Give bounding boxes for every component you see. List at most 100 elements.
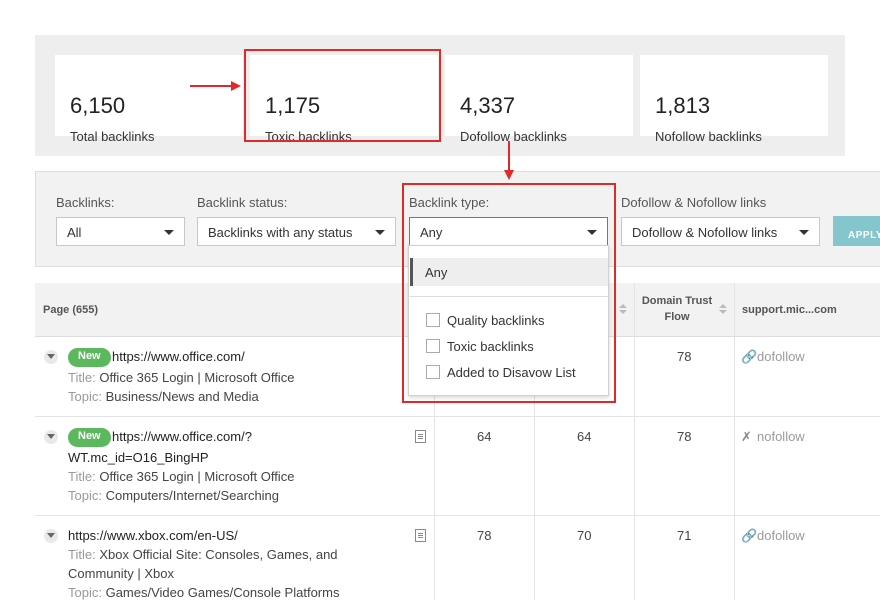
backlinks-select-value: All [67,225,82,240]
link-type: 🔗dofollow [741,349,805,365]
domain-trust-flow-value: 78 [677,349,692,364]
follow-filter-label: Dofollow & Nofollow links [621,195,767,210]
page-title-line: Title: Office 365 Login | Microsoft Offi… [68,370,294,385]
stat-label: Total backlinks [70,129,155,144]
stat-label: Nofollow backlinks [655,129,762,144]
page-title-line: Title: Xbox Official Site: Consoles, Gam… [68,547,338,562]
page-column-header[interactable]: Page (655) [43,304,99,316]
backlinks-filter-label: Backlinks: [56,195,115,210]
option-label: Added to Disavow List [447,365,576,380]
metric-value: 78 [477,528,492,543]
annotation-arrow [190,85,232,87]
page-title-line-continued: Community | Xbox [68,566,174,581]
column-divider [734,283,735,600]
site-column-header[interactable]: support.mic...com [742,304,837,316]
status-select-value: Backlinks with any status [208,225,353,240]
chevron-down-icon [799,230,809,235]
document-icon[interactable] [415,529,426,542]
sort-up-icon[interactable] [619,304,627,308]
topic-line: Topic: Games/Video Games/Console Platfor… [68,585,339,600]
table-row[interactable]: https://www.xbox.com/en-US/ Title: Xbox … [35,516,880,600]
topic-value: Computers/Internet/Searching [105,488,280,503]
page-title-value: Office 365 Login | Microsoft Office [99,370,295,385]
trust-flow-header[interactable]: Domain Trust [641,295,713,307]
apply-button[interactable]: APPLY [833,216,880,246]
chevron-down-icon [164,230,174,235]
backlink-url[interactable]: https://www.xbox.com/en-US/ [68,528,238,543]
link-icon: 🔗 [741,528,758,543]
backlink-url[interactable]: https://www.office.com/? [112,429,252,444]
metric-value: 64 [577,429,592,444]
follow-select[interactable]: Dofollow & Nofollow links [621,217,820,246]
metric-value: 70 [577,528,592,543]
link-type: ✗ nofollow [741,429,805,445]
topic-key: Topic: [68,488,102,503]
table-row[interactable]: New https://www.office.com/? WT.mc_id=O1… [35,417,880,516]
stat-toxic-backlinks[interactable]: 1,175 Toxic backlinks [250,55,438,144]
topic-line: Topic: Computers/Internet/Searching [68,488,279,503]
option-label: Quality backlinks [447,313,545,328]
dropdown-divider [410,296,608,297]
type-filter-label: Backlink type: [409,195,490,210]
sort-up-icon[interactable] [719,304,727,308]
arrow-down-icon [504,170,514,180]
follow-select-value: Dofollow & Nofollow links [632,225,778,240]
expand-row-icon[interactable] [44,430,58,444]
backlink-url-continued[interactable]: WT.mc_id=O16_BingHP [68,450,209,465]
chevron-down-icon [375,230,385,235]
table-row[interactable]: New https://www.office.com/ Title: Offic… [35,337,880,417]
stat-value: 1,813 [655,93,711,118]
option-label: Toxic backlinks [447,339,534,354]
checkbox[interactable] [426,365,440,379]
sort-down-icon[interactable] [719,310,727,314]
topic-key: Topic: [68,585,102,600]
link-type: 🔗dofollow [741,528,805,544]
stat-label: Dofollow backlinks [460,129,567,144]
sort-down-icon[interactable] [619,310,627,314]
backlinks-select[interactable]: All [56,217,185,246]
type-select-value: Any [420,225,443,240]
broken-link-icon: ✗ [741,429,752,444]
domain-trust-flow-value: 78 [677,429,692,444]
expand-row-icon[interactable] [44,350,58,364]
stat-dofollow-backlinks[interactable]: 4,337 Dofollow backlinks [445,55,633,144]
arrow-right-icon [231,81,241,91]
dropdown-option-any[interactable]: Any [410,258,608,286]
document-icon[interactable] [415,430,426,443]
column-divider [534,283,535,600]
trust-flow-header-line2[interactable]: Flow [664,311,690,323]
topic-line: Topic: Business/News and Media [68,389,259,404]
highlight-box-dropdown [402,183,616,403]
stat-value: 4,337 [460,93,516,118]
new-badge: New [68,348,111,367]
title-key: Title: [68,469,96,484]
topic-value: Business/News and Media [105,389,259,404]
checkbox[interactable] [426,313,440,327]
domain-trust-flow-value: 71 [677,528,692,543]
page-title-line: Title: Office 365 Login | Microsoft Offi… [68,469,294,484]
status-filter-label: Backlink status: [197,195,288,210]
stat-value: 6,150 [70,93,126,118]
expand-row-icon[interactable] [44,529,58,543]
title-key: Title: [68,547,96,562]
stat-value: 1,175 [265,93,321,118]
highlight-box-toxic [244,49,441,142]
backlink-type-dropdown: Any Quality backlinks Toxic backlinks Ad… [408,245,609,396]
stat-nofollow-backlinks[interactable]: 1,813 Nofollow backlinks [640,55,828,144]
new-badge: New [68,428,111,447]
topic-value: Games/Video Games/Console Platforms [105,585,340,600]
link-type-label: nofollow [757,429,805,444]
backlink-url[interactable]: https://www.office.com/ [112,349,245,364]
chevron-down-icon [587,230,597,235]
link-type-label: dofollow [757,528,805,543]
stat-total-backlinks[interactable]: 6,150 Total backlinks [55,55,243,144]
column-divider [634,283,635,600]
type-select[interactable]: Any [409,217,608,246]
status-select[interactable]: Backlinks with any status [197,217,396,246]
page-title-value: Xbox Official Site: Consoles, Games, and [99,547,338,562]
column-divider [434,283,435,600]
page-title-value: Office 365 Login | Microsoft Office [99,469,295,484]
checkbox[interactable] [426,339,440,353]
link-icon: 🔗 [741,349,758,364]
